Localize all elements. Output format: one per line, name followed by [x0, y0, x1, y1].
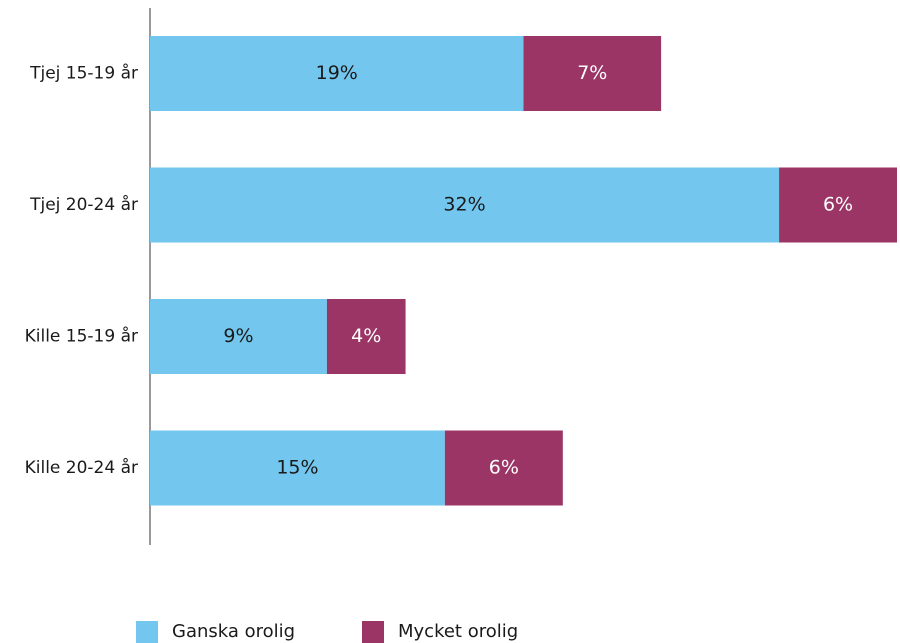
- category-label: Kille 15-19 år: [25, 326, 138, 347]
- bar-segment: [326, 299, 406, 374]
- value-label: 9%: [223, 325, 253, 347]
- bar-segment: [150, 299, 327, 374]
- legend-swatch: [362, 621, 384, 643]
- bar-segment: [779, 167, 897, 243]
- value-label: 6%: [823, 194, 853, 216]
- value-label: 15%: [276, 457, 318, 479]
- category-label: Kille 20-24 år: [25, 457, 138, 478]
- bar-segment: [150, 36, 524, 111]
- bar-segment: [150, 167, 780, 243]
- value-label: 4%: [351, 325, 381, 347]
- bar-segment: [150, 430, 445, 506]
- value-label: 19%: [316, 62, 358, 84]
- value-label: 7%: [577, 62, 607, 84]
- legend-swatch: [136, 621, 158, 643]
- bar-segment: [444, 430, 563, 506]
- value-label: 32%: [443, 194, 485, 216]
- category-label: Tjej 15-19 år: [29, 63, 138, 84]
- value-label: 6%: [489, 457, 519, 479]
- legend-label: Mycket orolig: [398, 621, 518, 642]
- bar-segment: [523, 36, 662, 111]
- legend-label: Ganska orolig: [172, 621, 295, 642]
- category-label: Tjej 20-24 år: [29, 194, 138, 215]
